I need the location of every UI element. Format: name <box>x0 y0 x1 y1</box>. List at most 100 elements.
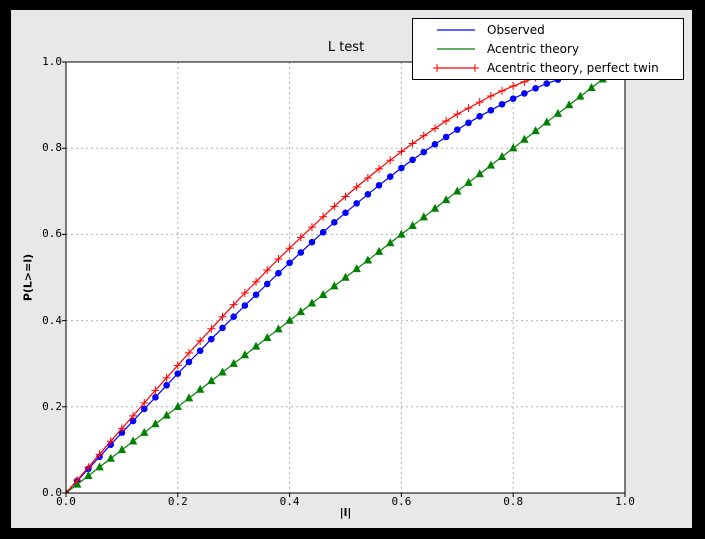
plus-marker <box>464 104 473 113</box>
plus-marker <box>341 192 350 201</box>
circle-marker <box>442 133 450 141</box>
triangle-marker <box>263 333 272 342</box>
plus-marker <box>498 86 507 95</box>
plus-marker <box>151 386 160 395</box>
y-tick-label: 1.0 <box>42 55 62 68</box>
triangle-marker <box>352 264 361 273</box>
circle-marker <box>319 228 327 236</box>
triangle-marker <box>464 177 473 186</box>
triangle-marker <box>318 289 328 298</box>
triangle-marker <box>509 143 518 152</box>
x-tick-label: 0.0 <box>56 495 76 508</box>
y-axis-label: P(L>=l) <box>21 253 35 302</box>
triangle-marker <box>173 402 182 410</box>
circle-marker <box>398 164 405 172</box>
circle-marker <box>476 113 483 120</box>
observed-line-swatch <box>437 29 475 31</box>
circle-marker <box>174 370 182 377</box>
circle-marker <box>208 335 215 343</box>
circle-marker <box>140 405 148 413</box>
triangle-marker <box>341 272 350 281</box>
triangle-marker <box>151 419 160 428</box>
triangle-marker <box>430 203 440 212</box>
plus-marker <box>363 173 372 182</box>
circle-marker <box>275 269 282 277</box>
triangle-marker <box>587 83 596 92</box>
circle-marker <box>185 358 193 366</box>
series-acentric-theory <box>66 62 625 493</box>
triangle-marker <box>240 350 250 359</box>
triangle-marker <box>576 91 585 100</box>
plus-marker <box>117 424 126 433</box>
circle-marker <box>342 209 349 217</box>
x-tick-label: 0.2 <box>167 495 188 508</box>
triangle-marker <box>486 160 496 169</box>
circle-marker <box>375 181 383 189</box>
plus-marker <box>240 289 249 298</box>
circle-marker <box>386 173 394 180</box>
circle-marker <box>498 100 506 108</box>
triangle-marker <box>117 445 127 454</box>
plus-marker <box>419 131 428 140</box>
plus-marker <box>408 139 417 148</box>
circle-marker <box>521 90 528 97</box>
y-tick-label: 0.2 <box>42 399 62 413</box>
circle-marker <box>543 80 551 87</box>
circle-marker <box>454 126 461 133</box>
plus-marker <box>140 398 149 407</box>
legend-label-observed: Observed <box>487 23 545 37</box>
plus-marker <box>106 437 115 446</box>
triangle-marker <box>520 134 529 143</box>
plus-marker <box>274 254 283 263</box>
plus-marker <box>475 98 484 107</box>
triangle-marker <box>408 220 417 229</box>
plus-marker <box>73 476 82 485</box>
triangle-marker <box>419 212 428 221</box>
y-tick-label: 0.8 <box>42 141 62 155</box>
triangle-marker <box>274 324 283 333</box>
plus-marker <box>95 450 104 459</box>
plus-marker <box>442 117 451 126</box>
circle-marker <box>465 119 472 127</box>
x-tick-label: 0.4 <box>279 495 300 508</box>
plus-marker <box>330 202 339 211</box>
plus-marker <box>129 411 138 420</box>
triangle-marker <box>330 281 339 290</box>
legend-item-observed: Observed <box>413 21 683 40</box>
x-tick-label: 0.8 <box>503 495 524 508</box>
axes-frame <box>65 61 626 494</box>
x-tick-label: 0.6 <box>391 495 412 508</box>
triangle-marker <box>229 358 238 367</box>
triangle-marker <box>307 298 317 307</box>
circle-marker <box>420 148 428 156</box>
triangle-marker <box>397 229 406 238</box>
plus-marker <box>319 212 328 221</box>
triangle-marker <box>542 117 551 126</box>
plus-marker <box>386 156 395 165</box>
circle-marker <box>263 280 271 288</box>
circle-marker <box>331 219 338 226</box>
plus-marker <box>84 463 93 472</box>
circle-marker <box>532 84 539 92</box>
plus-marker <box>252 277 261 286</box>
plus-marker <box>263 266 272 275</box>
perfect-twin-line-swatch <box>433 64 479 72</box>
plus-marker <box>207 324 216 333</box>
circle-marker <box>241 302 249 309</box>
circle-marker <box>286 259 293 267</box>
legend-label-acentric-theory: Acentric theory <box>487 42 580 56</box>
triangle-marker <box>296 307 305 316</box>
triangle-marker <box>497 152 507 161</box>
circle-marker <box>431 141 439 148</box>
triangle-marker <box>218 367 227 376</box>
plus-marker <box>352 182 361 191</box>
plus-marker <box>296 233 305 242</box>
circle-marker <box>297 249 305 256</box>
triangle-marker <box>207 376 216 385</box>
plus-marker <box>162 373 171 382</box>
plus-marker <box>307 223 316 232</box>
triangle-marker <box>184 393 194 402</box>
plus-marker <box>486 92 495 101</box>
triangle-marker <box>106 453 115 462</box>
